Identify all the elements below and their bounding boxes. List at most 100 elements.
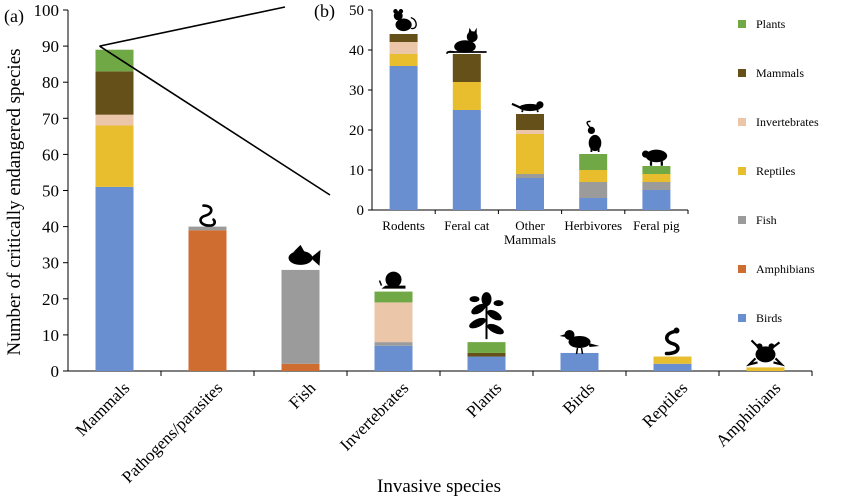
inset-bar-other-mammals-invertebrates	[516, 130, 544, 134]
main-x-tick-label: Fish	[285, 378, 320, 413]
bar-fish-amphibians	[281, 363, 320, 371]
frog-icon	[745, 339, 786, 367]
main-y-tick-label: 100	[34, 1, 60, 20]
inset-chart: 0 10 20 30 40 50 Rodents Feral cat Other Mammals H…	[349, 0, 727, 255]
inset-x-tick-label: Feral cat	[444, 218, 490, 233]
inset-bar-feral-pig-reptiles	[642, 174, 671, 182]
snake-icon	[664, 327, 680, 356]
inset-x-tick-label: Feral pig	[633, 218, 680, 233]
main-y-tick-label: 70	[42, 109, 59, 128]
legend-swatch-birds	[738, 314, 746, 322]
main-panel-label: (a)	[4, 6, 24, 27]
legend-item-reptiles: Reptiles	[738, 163, 795, 179]
legend-item-birds: Birds	[738, 310, 782, 326]
bar-pathogens-parasites-amphibians	[188, 230, 227, 371]
bar-plants-plants	[467, 342, 506, 353]
inset-x-tick-label: Herbivores	[564, 218, 622, 233]
inset-bar-herbivores-fish	[579, 182, 608, 198]
bar-fish-fish	[281, 269, 320, 364]
fish-icon	[288, 244, 321, 266]
legend-swatch-plants	[738, 20, 746, 28]
main-y-axis-label: Number of critically endangered species	[4, 48, 25, 355]
bar-mammals-birds	[95, 186, 134, 371]
main-x-axis-label: Invasive species	[377, 476, 501, 497]
main-x-tick-label: Amphibians	[712, 378, 784, 450]
inset-bar-other-mammals-fish	[516, 174, 544, 178]
bar-plants-birds	[467, 356, 506, 371]
legend-label-birds: Birds	[756, 310, 783, 325]
legend-swatch-fish	[738, 216, 746, 224]
inset-y-tick-label: 30	[349, 83, 364, 99]
inset-bar-other-mammals-mammals	[516, 114, 544, 130]
bar-invertebrates-invertebrates	[374, 302, 413, 343]
main-y-tick-label: 80	[42, 73, 59, 92]
legend-label-invertebrates: Invertebrates	[756, 114, 819, 129]
main-x-tick-label: Reptiles	[638, 378, 691, 431]
bar-pathogens-parasites-fish	[188, 226, 227, 231]
bar-mammals-mammals	[95, 71, 134, 115]
legend-item-plants: Plants	[738, 16, 785, 32]
bar-mammals-invertebrates	[95, 114, 134, 126]
inset-bar-herbivores-birds	[579, 198, 608, 210]
bar-plants-mammals	[467, 352, 506, 357]
legend-item-mammals: Mammals	[738, 65, 804, 81]
inset-panel-label: (b)	[314, 1, 335, 22]
inset-y-tick-label: 40	[349, 43, 364, 59]
legend-label-amphibians: Amphibians	[756, 261, 815, 276]
plant-icon	[469, 292, 504, 340]
bar-reptiles-reptiles	[653, 356, 692, 364]
main-y-tick-label: 90	[42, 37, 59, 56]
goat-icon	[586, 120, 602, 152]
zoom-line-upper	[99, 6, 286, 47]
inset-y-tick-label: 0	[357, 203, 365, 219]
inset-bar-rodents-mammals	[389, 34, 418, 42]
legend-swatch-invertebrates	[738, 118, 746, 126]
inset-bar-rodents-reptiles	[389, 54, 418, 66]
main-y-tick-label: 60	[42, 145, 59, 164]
inset-bar-feral-cat-birds	[452, 110, 481, 210]
main-y-tick-label: 0	[51, 362, 60, 381]
inset-y-tick-label: 50	[349, 3, 364, 19]
legend-swatch-amphibians	[738, 265, 746, 273]
cat-icon	[446, 27, 487, 54]
inset-background	[371, 0, 727, 255]
inset-x-tick-label: Rodents	[382, 218, 425, 233]
main-x-tick-label: Plants	[463, 378, 506, 421]
legend-label-plants: Plants	[756, 16, 786, 31]
bar-reptiles-birds	[653, 363, 692, 371]
inset-bar-feral-pig-fish	[642, 182, 671, 190]
legend-swatch-reptiles	[738, 167, 746, 175]
inset-bar-herbivores-plants	[579, 154, 608, 170]
main-y-tick-label: 30	[42, 254, 59, 273]
inset-y-tick-label: 10	[349, 163, 364, 179]
legend-item-amphibians: Amphibians	[738, 261, 815, 277]
pig-icon	[642, 149, 668, 166]
inset-bar-feral-cat-mammals	[452, 54, 481, 82]
mustelid-icon	[511, 101, 544, 113]
inset-bar-other-mammals-birds	[516, 178, 544, 210]
legend-item-invertebrates: Invertebrates	[738, 114, 819, 130]
main-x-tick-label: Mammals	[72, 378, 134, 440]
bar-birds-birds	[560, 352, 599, 371]
inset-bar-feral-cat-reptiles	[452, 82, 481, 110]
main-y-tick-label: 20	[42, 290, 59, 309]
bird-icon	[559, 329, 600, 355]
bar-invertebrates-plants	[374, 291, 413, 303]
legend-label-reptiles: Reptiles	[756, 163, 796, 178]
legend-swatch-mammals	[738, 69, 746, 77]
inset-bar-rodents-invertebrates	[389, 42, 418, 54]
inset-bar-other-mammals-reptiles	[516, 134, 544, 174]
legend-label-fish: Fish	[756, 212, 777, 227]
bar-mammals-plants	[95, 49, 134, 72]
snail-icon	[378, 271, 406, 289]
main-x-tick-label: Pathogens/parasites	[118, 378, 226, 486]
main-y-tick-label: 40	[42, 218, 59, 237]
bar-mammals-reptiles	[95, 125, 134, 187]
inset-bar-feral-pig-plants	[642, 166, 671, 174]
inset-x-tick-label: Other Mammals	[504, 218, 556, 247]
inset-bar-rodents-birds	[389, 66, 418, 210]
bar-amphibians-reptiles	[746, 367, 785, 371]
inset-y-tick-label: 20	[349, 123, 364, 139]
main-y-tick-label: 50	[42, 182, 59, 201]
